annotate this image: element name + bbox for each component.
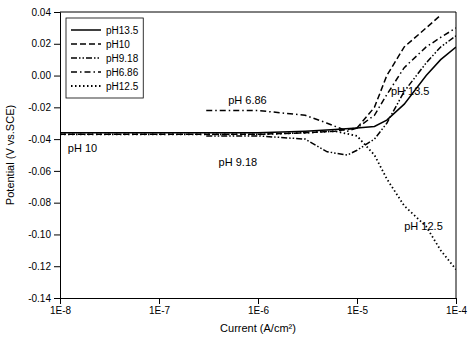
- y-axis-title: Potential (V vs.SCE): [4, 105, 16, 205]
- tick: -0.14: [28, 293, 60, 304]
- tick: -0.04: [28, 134, 60, 145]
- tick-label: -0.14: [28, 293, 51, 304]
- tick-mark: [54, 203, 60, 204]
- annotations: pH 6.86 pH 10 pH 9.18 pH 13.5 pH 12.5: [68, 85, 443, 232]
- legend-swatch: [71, 85, 101, 87]
- tick-mark: [54, 266, 60, 267]
- x-axis: 1E-8 1E-7 1E-6 1E-5 1E-4: [50, 298, 468, 316]
- tick-label: -0.06: [28, 166, 51, 177]
- y-axis: -0.14 -0.12 -0.10 -0.08 -0.06 -0.04 -0.02 0.00 0…: [28, 7, 60, 304]
- plot: 1E-8 1E-7 1E-6 1E-5 1E-4 -0.14 -0.12 -0.10 -0.08…: [28, 7, 467, 316]
- tick-label: 1E-4: [446, 305, 468, 316]
- x-axis-title: Current (A/cm²): [220, 322, 296, 334]
- annotation: pH 13.5: [391, 85, 430, 97]
- legend-label: pH10: [106, 39, 130, 50]
- tick-mark: [54, 12, 60, 13]
- tick: -0.08: [28, 197, 60, 208]
- tick-mark: [159, 298, 160, 304]
- legend-box: [66, 18, 143, 98]
- tick: -0.10: [28, 229, 60, 240]
- axis-line: [61, 299, 457, 305]
- tick-mark: [258, 298, 259, 304]
- legend-label: pH9.18: [106, 53, 139, 64]
- tick-label: 1E-5: [347, 305, 369, 316]
- legend-label: pH13.5: [106, 25, 139, 36]
- legend-swatch: [71, 29, 101, 31]
- series-line: [60, 131, 456, 269]
- tick-mark: [54, 139, 60, 140]
- tick-label: -0.02: [28, 102, 51, 113]
- tick: 1E-8: [50, 298, 72, 316]
- tick-label: 0.02: [32, 38, 52, 49]
- annotation: pH 12.5: [404, 220, 443, 232]
- series-line: [60, 47, 456, 133]
- tick-label: -0.12: [28, 261, 51, 272]
- tick: 1E-7: [149, 298, 171, 316]
- tick: 0.02: [32, 38, 60, 49]
- tick-label: 1E-6: [248, 305, 270, 316]
- legend-swatch: [71, 43, 101, 45]
- tick: -0.02: [28, 102, 60, 113]
- legend-swatch: [71, 57, 101, 59]
- annotation: pH 10: [68, 142, 97, 154]
- legend-label: pH6.86: [106, 67, 139, 78]
- annotation: pH 9.18: [219, 156, 258, 168]
- tick: 1E-6: [248, 298, 270, 316]
- tick: 1E-5: [347, 298, 369, 316]
- annotation: pH 6.86: [228, 94, 267, 106]
- tick: 0.00: [32, 70, 60, 81]
- frame: [456, 12, 457, 298]
- frame: [60, 12, 456, 13]
- tick-label: 0.04: [32, 7, 52, 18]
- legend-label: pH12.5: [106, 81, 139, 92]
- legend-swatch: [71, 71, 101, 73]
- tick-mark: [54, 234, 60, 235]
- series-line: [60, 15, 441, 134]
- tick-mark: [54, 298, 60, 299]
- tick-label: -0.10: [28, 229, 51, 240]
- tick-mark: [54, 107, 60, 108]
- tick-label: -0.04: [28, 134, 51, 145]
- tick-mark: [54, 44, 60, 45]
- tick-label: 0.00: [32, 70, 52, 81]
- tick: 1E-4: [446, 298, 468, 316]
- tick: -0.06: [28, 166, 60, 177]
- chart: 1E-8 1E-7 1E-6 1E-5 1E-4 -0.14 -0.12 -0.10 -0.08…: [0, 0, 474, 340]
- tick-mark: [54, 76, 60, 77]
- series-line: [206, 28, 456, 131]
- legend: pH13.5 pH10 pH9.18 pH6.86 pH12.5: [66, 18, 143, 98]
- tick-label: -0.08: [28, 197, 51, 208]
- tick-mark: [456, 298, 457, 304]
- tick-label: 1E-8: [50, 305, 72, 316]
- tick: 0.04: [32, 7, 60, 18]
- lines: [60, 15, 456, 269]
- tick-mark: [54, 171, 60, 172]
- tick-label: 1E-7: [149, 305, 171, 316]
- axis-line: [54, 13, 61, 299]
- tick-mark: [357, 298, 358, 304]
- tick: -0.12: [28, 261, 60, 272]
